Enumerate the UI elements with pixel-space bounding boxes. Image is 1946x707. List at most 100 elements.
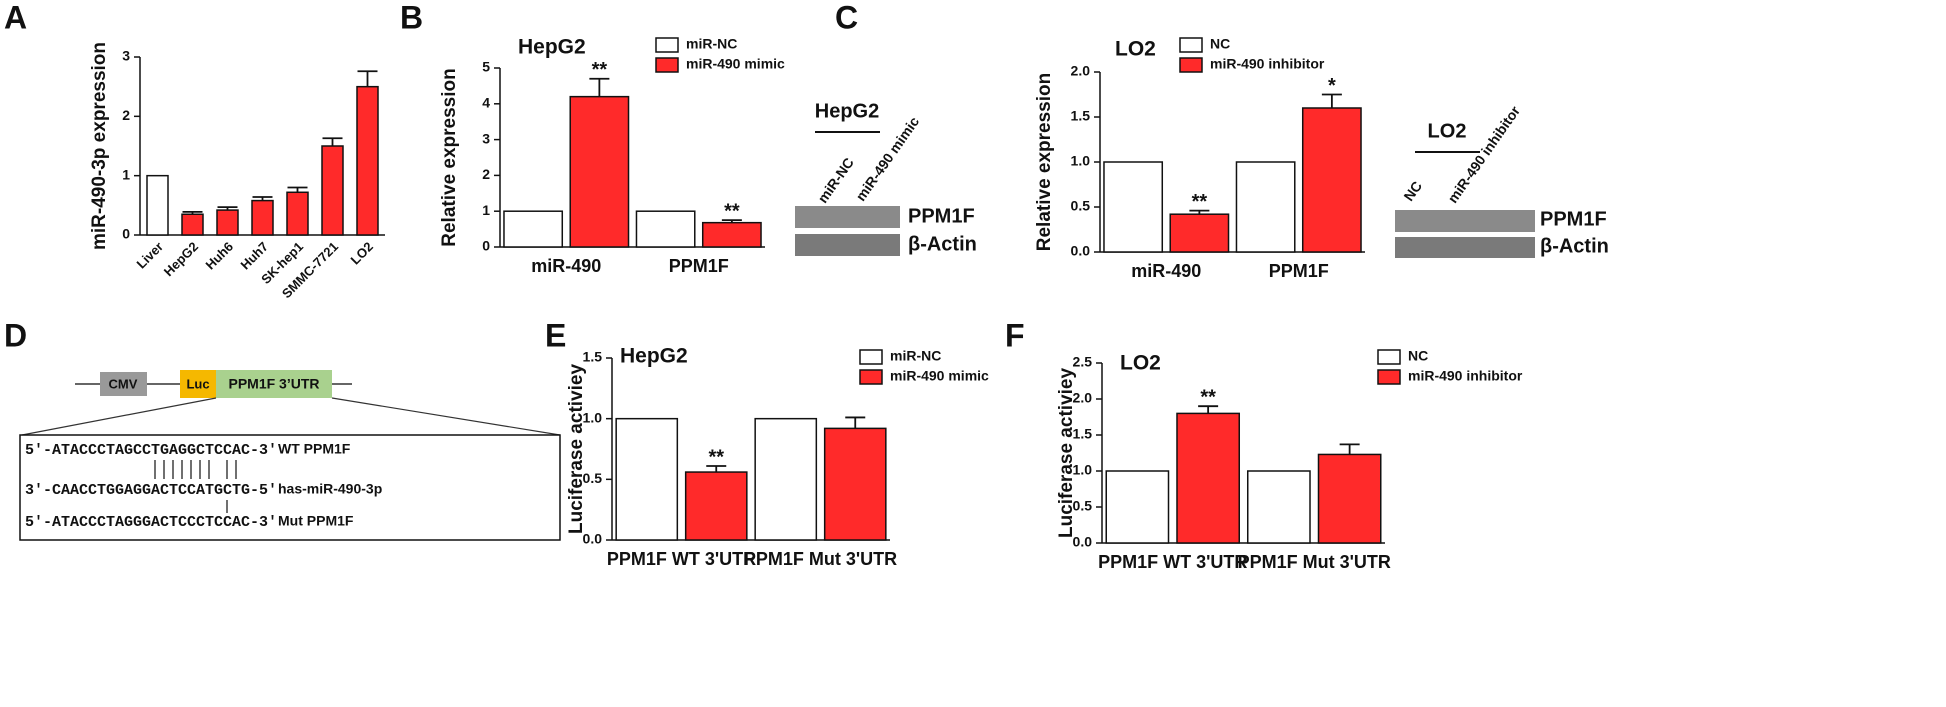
y-tick-label: 1 — [122, 166, 130, 182]
bar — [635, 210, 696, 248]
y-tick-label: 0.5 — [1071, 198, 1091, 214]
bar — [1105, 470, 1170, 544]
bar — [1169, 213, 1230, 253]
y-tick-label: 0.0 — [1073, 534, 1093, 550]
y-tick-label: 3 — [122, 48, 130, 64]
blot-band — [1395, 237, 1535, 258]
cmv-box — [100, 372, 147, 396]
bar — [146, 174, 169, 236]
bar — [701, 221, 762, 248]
bar — [823, 427, 887, 541]
bar — [1176, 412, 1241, 544]
sequence: 5'-ATACCCTAGCCTGAGGCTCCAC-3' — [25, 442, 277, 459]
zoom-line — [21, 397, 217, 436]
x-tick-label: Liver — [133, 239, 166, 272]
x-tick-label: PPM1F — [1269, 261, 1329, 281]
panel-label: A — [4, 0, 27, 35]
legend-swatch — [1179, 57, 1203, 73]
panel-label: D — [4, 317, 27, 353]
x-tick-label: PPM1F Mut 3'UTR — [1238, 552, 1391, 572]
y-tick-label: 1.5 — [583, 349, 603, 365]
legend-label: miR-490 mimic — [890, 368, 989, 384]
sequence: 5'-ATACCCTAGGGACTCCCTCCAC-3' — [25, 514, 277, 531]
y-tick-label: 5 — [482, 59, 490, 75]
y-tick-label: 0 — [482, 238, 490, 254]
y-tick-label: 2.0 — [1073, 390, 1093, 406]
legend-swatch — [1179, 37, 1203, 53]
bar — [216, 209, 239, 236]
lane-label: NC — [1400, 178, 1425, 204]
significance: * — [1328, 75, 1336, 97]
legend-swatch — [859, 369, 883, 385]
y-tick-label: 2 — [122, 107, 130, 123]
y-tick-label: 0.5 — [1073, 498, 1093, 514]
chart-title: LO2 — [1115, 38, 1156, 61]
significance: ** — [724, 200, 740, 222]
legend-swatch — [655, 57, 679, 73]
legend-label: miR-490 inhibitor — [1408, 368, 1523, 384]
y-axis-label: miR-490-3p expression — [89, 42, 110, 250]
significance: ** — [1192, 191, 1208, 213]
luc-box — [180, 370, 216, 398]
sequence-label: WT PPM1F — [278, 441, 351, 457]
sequence: 3'-CAACCTGGAGGACTCCATGCTG-5' — [25, 482, 277, 499]
bar — [181, 213, 204, 236]
pairing-lines — [154, 460, 237, 513]
y-tick-label: 0 — [122, 226, 130, 242]
x-tick-label: PPM1F — [669, 256, 729, 276]
legend-label: miR-NC — [890, 348, 941, 364]
blot-band — [1395, 210, 1535, 232]
bar — [503, 210, 564, 248]
element-label: Luc — [186, 376, 209, 391]
lane-label: miR-490 mimic — [852, 114, 922, 204]
bar — [286, 191, 309, 236]
y-tick-label: 0.0 — [1071, 243, 1091, 259]
y-tick-label: 1.5 — [1071, 108, 1091, 124]
y-tick-label: 2.0 — [1071, 63, 1091, 79]
y-axis-label: Luciferase activiey — [1056, 368, 1077, 538]
lane-label: miR-NC — [814, 155, 857, 206]
legend-label: NC — [1408, 348, 1428, 364]
legend-label: miR-490 mimic — [686, 56, 785, 72]
bar — [684, 471, 748, 541]
bar — [321, 145, 344, 236]
element-label: CMV — [109, 376, 138, 391]
x-tick-label: miR-490 — [1131, 261, 1201, 281]
chart-title: HepG2 — [518, 36, 586, 59]
lane-label: miR-490 inhibitor — [1444, 103, 1523, 206]
bar — [754, 417, 818, 541]
legend-swatch — [1377, 349, 1401, 365]
y-tick-label: 3 — [482, 130, 490, 146]
sequence-label: Mut PPM1F — [278, 513, 354, 529]
band-label: β-Actin — [1540, 235, 1609, 257]
y-tick-label: 2 — [482, 166, 490, 182]
legend-swatch — [859, 349, 883, 365]
significance: ** — [1200, 386, 1216, 408]
bar — [251, 199, 274, 236]
legend-label: NC — [1210, 36, 1230, 52]
x-tick-label: PPM1F WT 3'UTR — [1098, 552, 1247, 572]
band-label: β-Actin — [908, 233, 977, 255]
legend-label: miR-NC — [686, 36, 737, 52]
x-tick-label: miR-490 — [531, 256, 601, 276]
band-label: PPM1F — [908, 205, 975, 227]
y-tick-label: 1.0 — [1071, 153, 1091, 169]
x-tick-label: PPM1F WT 3'UTR — [607, 549, 756, 569]
y-axis-label: Luciferase activiey — [566, 364, 587, 534]
sequence-label: has-miR-490-3p — [278, 481, 382, 497]
legend-swatch — [655, 37, 679, 53]
bar — [1317, 453, 1382, 544]
chart-title: LO2 — [1120, 352, 1161, 375]
panel-label: B — [400, 0, 423, 35]
zoom-line — [331, 397, 561, 436]
y-tick-label: 2.5 — [1073, 354, 1093, 370]
bar — [1246, 470, 1311, 544]
x-tick-label: LO2 — [348, 239, 376, 267]
significance: ** — [708, 446, 724, 468]
blot-title: HepG2 — [815, 100, 879, 122]
bar — [1235, 161, 1296, 253]
y-tick-label: 1.5 — [1073, 426, 1093, 442]
element-label: PPM1F 3’UTR — [228, 376, 319, 392]
bar — [1103, 161, 1164, 253]
